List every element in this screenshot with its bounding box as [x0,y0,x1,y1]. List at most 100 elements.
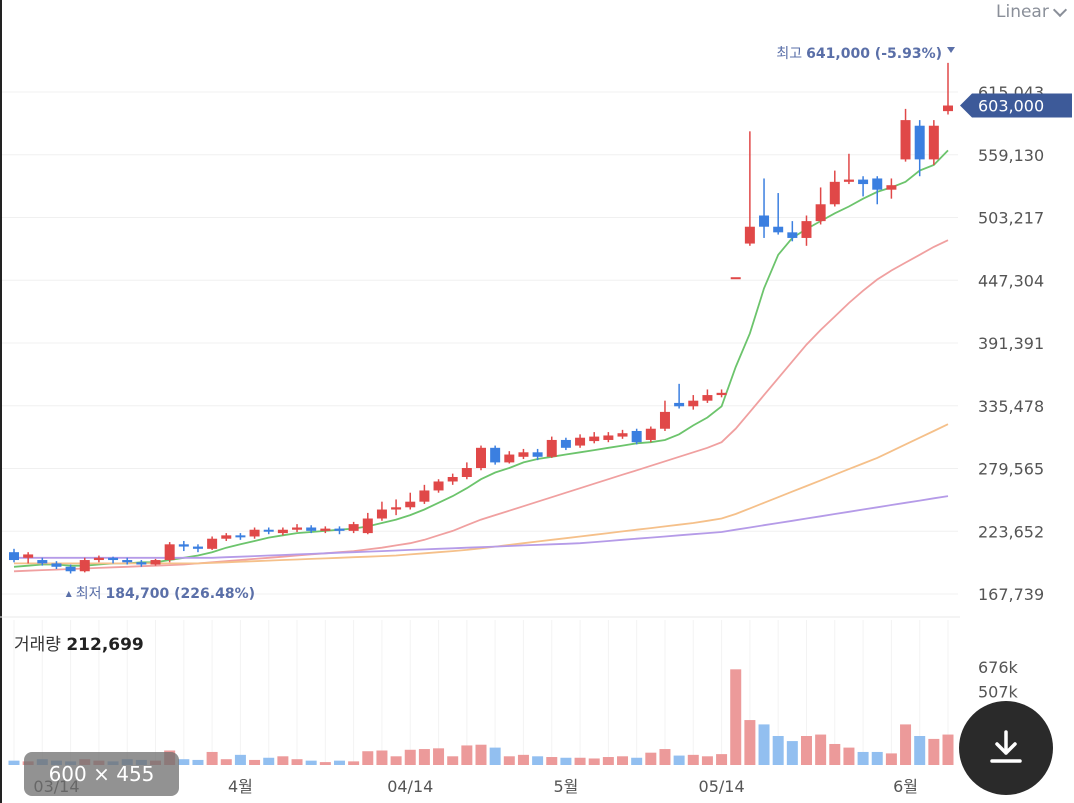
volume-bar [220,759,232,765]
candle-body [447,476,458,482]
candle [688,395,699,410]
candle [65,564,76,574]
high-value: 641,000 (-5.93%) [806,46,942,62]
volume-bar [772,736,784,765]
candle-body [391,507,402,510]
scale-label: Linear [996,2,1049,22]
volume-bar [815,734,827,765]
candle [829,170,840,207]
high-annotation: 최고 641,000 (-5.93%) [776,46,942,62]
volume-bar [489,747,501,765]
candle [405,492,416,510]
candle-body [759,215,770,227]
candle [235,533,246,540]
scale-dropdown[interactable]: Linear [996,0,1067,24]
volume-bar [503,756,515,765]
volume-bar [234,754,246,765]
volume-bar [517,754,529,765]
candle-body [306,527,317,531]
candle [122,557,133,565]
candle [603,432,614,443]
volume-bar [263,757,275,765]
current-price-tag: 603,000 [960,93,1072,118]
candle [617,429,628,439]
candle-body [348,524,359,531]
candle-body [914,125,925,160]
volume-bar [758,724,770,765]
candle [476,445,486,471]
low-label: 최저 [76,586,102,602]
candle [645,426,656,443]
candle-body [235,535,246,538]
price-gridlines [2,91,958,595]
candle [787,221,798,242]
candle [801,215,812,246]
candle [334,526,345,535]
candle [461,462,472,480]
current-price-label: 603,000 [978,97,1044,116]
candle-body [207,538,218,549]
candle-body [858,179,869,185]
candle [744,131,755,246]
volume-bar [447,756,459,765]
volume-bars [8,669,954,765]
candle-body [192,546,203,549]
chevron-down-icon [1052,2,1067,17]
candle-body [645,428,656,440]
volume-bar [418,749,430,765]
volume-bar [333,760,345,765]
volume-tick-label: 676k [978,658,1019,677]
candle-body [23,554,34,558]
volume-bar [659,749,671,765]
volume-bar [532,756,544,765]
volume-bar [885,753,897,765]
candle-body [702,395,713,401]
volume-bar [687,754,699,765]
y-tick-label: 503,217 [978,209,1044,228]
volume-bar [843,747,855,765]
candle [136,560,147,567]
candle [815,187,826,225]
moving-average-lines [13,149,949,573]
candle [730,277,741,280]
candle-body [178,544,189,547]
candle [674,383,685,409]
download-button[interactable] [959,701,1053,795]
volume-bar [206,751,218,765]
candle [9,548,19,563]
candle-body [518,452,529,457]
image-size-text: 600 × 455 [48,762,155,786]
candle [164,542,175,563]
x-tick-label: 05/14 [699,777,745,796]
candle-body [744,226,755,244]
candle [362,512,373,535]
volume-bar [744,720,756,765]
candle [843,153,854,185]
image-size-badge: 600 × 455 [24,752,179,796]
candle-body [886,185,897,190]
high-label: 최고 [776,46,802,62]
candle [546,436,557,458]
ma20-line [13,239,949,573]
candle-body [490,447,501,463]
volume-bar [249,759,261,765]
candle-body [249,529,260,537]
volume-value: 212,699 [66,635,144,655]
candle [914,120,925,177]
candle-body [405,501,416,508]
candle-body [108,557,119,561]
candle-body [617,433,628,437]
candle-body [461,468,472,477]
candle-body [815,204,826,222]
volume-bar [305,760,317,765]
candle [391,499,402,516]
volume-bar [348,761,360,765]
candle [348,521,359,534]
candle-body [560,439,571,448]
candle [306,525,317,534]
candle-body [872,178,883,190]
candle [37,557,48,566]
candle [292,524,303,532]
volume-bar [701,756,713,765]
